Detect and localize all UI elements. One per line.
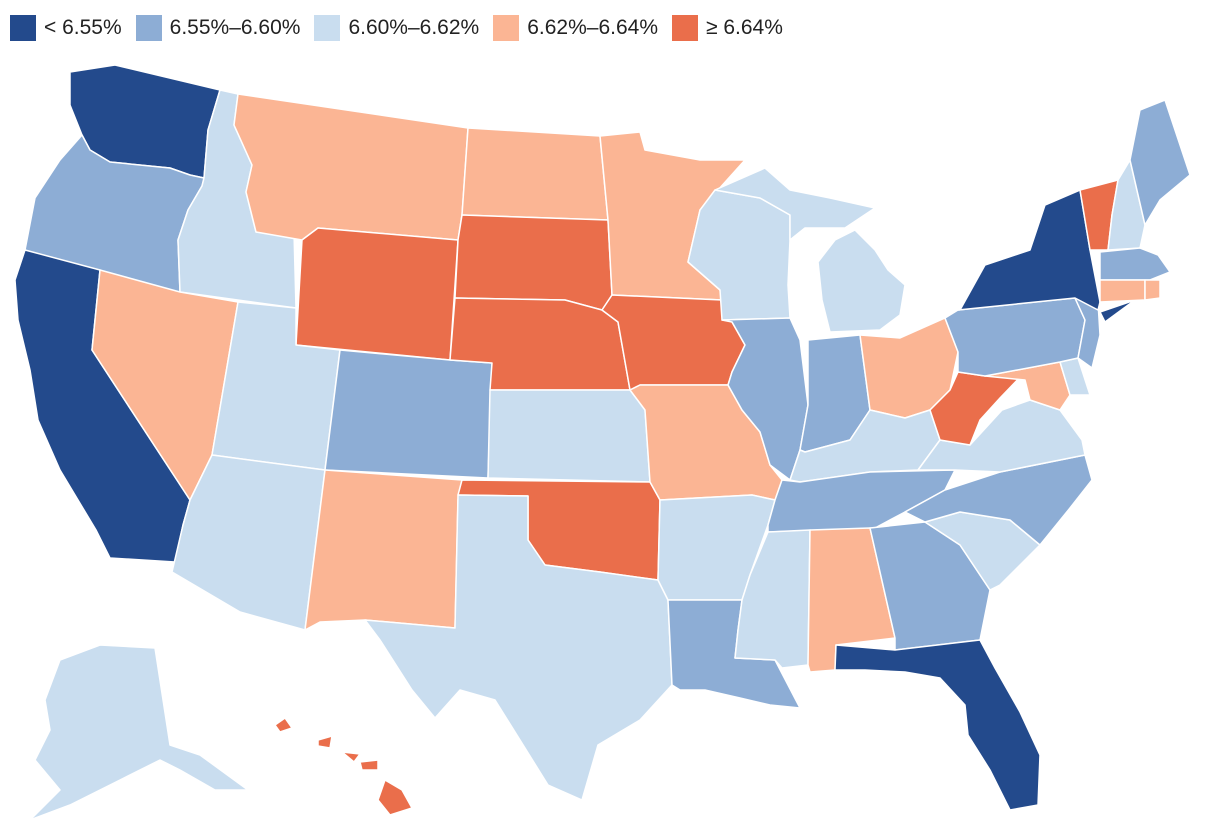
legend-item-bin-3[interactable]: 6.62%–6.64%	[493, 15, 658, 41]
legend: < 6.55% 6.55%–6.60% 6.60%–6.62% 6.62%–6.…	[10, 12, 797, 44]
legend-label: 6.62%–6.64%	[527, 16, 658, 39]
state-co[interactable]	[324, 349, 493, 479]
state-sd[interactable]	[454, 214, 613, 311]
state-wy[interactable]	[295, 227, 459, 361]
state-tx[interactable]	[364, 494, 673, 801]
state-nc[interactable]	[904, 454, 1093, 546]
state-mt[interactable]	[233, 93, 469, 241]
state-hi[interactable]	[274, 717, 413, 816]
state-ri[interactable]	[1144, 279, 1161, 301]
legend-item-bin-4[interactable]: ≥ 6.64%	[672, 15, 783, 41]
state-nm[interactable]	[304, 469, 463, 631]
legend-label: 6.60%–6.62%	[348, 16, 480, 39]
state-nd[interactable]	[461, 127, 609, 221]
legend-label: ≥ 6.64%	[706, 16, 783, 39]
state-ak[interactable]	[29, 644, 249, 821]
state-il[interactable]	[721, 317, 809, 481]
state-ma[interactable]	[1099, 247, 1171, 281]
state-wv[interactable]	[929, 371, 1026, 446]
state-ks[interactable]	[487, 389, 651, 483]
legend-swatch	[135, 15, 162, 41]
state-fa[interactable]	[834, 639, 1041, 811]
legend-label: 6.55%–6.60%	[169, 16, 301, 39]
state-ct[interactable]	[1099, 279, 1146, 303]
state-me[interactable]	[1129, 99, 1191, 226]
legend-swatch	[493, 15, 520, 41]
legend-item-bin-2[interactable]: 6.60%–6.62%	[314, 15, 479, 41]
legend-label: < 6.55%	[44, 16, 122, 39]
legend-item-bin-1[interactable]: 6.55%–6.60%	[135, 15, 301, 41]
legend-swatch	[314, 15, 341, 41]
legend-swatch	[672, 15, 698, 41]
legend-swatch	[10, 15, 36, 41]
legend-item-bin-0[interactable]: < 6.55%	[10, 15, 122, 41]
state-mi[interactable]	[714, 167, 906, 333]
